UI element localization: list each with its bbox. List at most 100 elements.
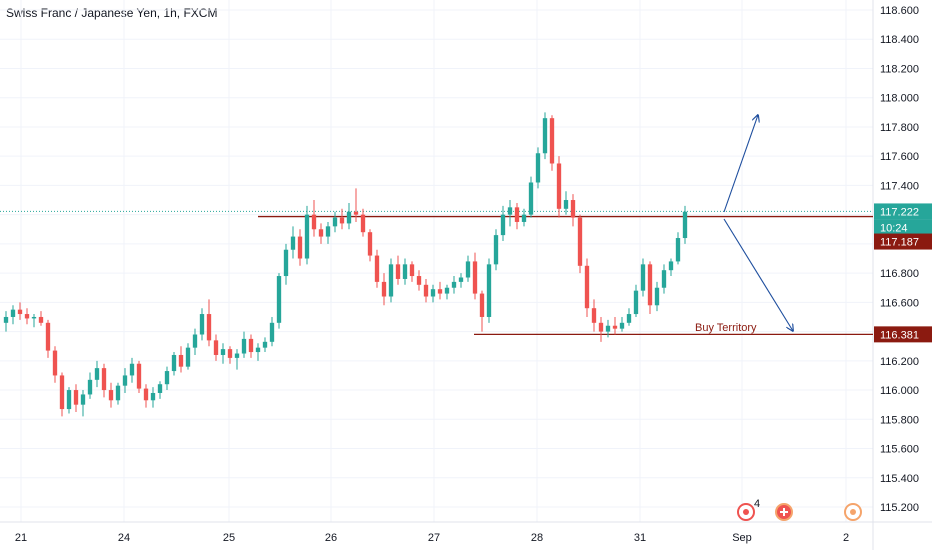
candle-body (374, 255, 380, 282)
bullish-projection-arrow[interactable] (723, 115, 758, 213)
candle-body (416, 276, 422, 285)
candle-body (570, 200, 576, 218)
candle-body (521, 214, 527, 222)
candle-body (675, 238, 681, 262)
candle-body (388, 264, 394, 297)
candle-body (542, 118, 548, 154)
candle-body (682, 211, 688, 239)
time-tick-label: 21 (15, 532, 27, 544)
candle-body (297, 236, 303, 259)
price-tick-label: 115.400 (880, 473, 919, 485)
candle-body (514, 207, 520, 222)
candle-body (339, 217, 345, 224)
candle-body (360, 214, 366, 233)
candle-body (199, 314, 205, 335)
price-tick-label: 118.600 (880, 5, 919, 17)
candle-body (507, 207, 513, 215)
price-tick-label: 115.800 (880, 414, 919, 426)
earnings-icon-dot (850, 509, 856, 515)
countdown-timer: 10:24 (880, 222, 908, 234)
time-tick-label: 31 (634, 532, 646, 544)
bearish-projection-arrow[interactable] (723, 218, 793, 331)
candle-body (430, 289, 436, 297)
candle-body (283, 249, 289, 277)
candle-body (17, 309, 23, 315)
candle-body (192, 334, 198, 348)
candle-body (591, 308, 597, 323)
price-tick-label: 115.600 (880, 444, 919, 456)
candle-body (444, 287, 450, 294)
candle-body (73, 390, 79, 405)
time-tick-label: 2 (843, 532, 849, 544)
candle-body (423, 284, 429, 297)
candle-body (528, 182, 534, 215)
candle-body (661, 270, 667, 288)
candle-body (66, 390, 72, 410)
price-tick-label: 118.200 (880, 63, 919, 75)
candle-body (318, 229, 324, 237)
candle-body (353, 211, 359, 215)
candle-body (185, 347, 191, 367)
price-tick-label: 116.800 (880, 268, 919, 280)
candle-body (437, 289, 443, 294)
candle-body (143, 388, 149, 401)
candle-body (220, 349, 226, 355)
candle-body (612, 325, 618, 329)
candle-body (346, 211, 352, 224)
candle-body (262, 341, 268, 348)
candle-body (409, 264, 415, 277)
candle-body (402, 264, 408, 279)
candle-body (87, 379, 93, 395)
candle-body (465, 261, 471, 278)
candle-body (451, 281, 457, 288)
candle-body (549, 118, 555, 164)
time-tick-label: 27 (428, 532, 440, 544)
candle-body (626, 314, 632, 323)
current-price-tag-bg (874, 203, 932, 220)
candle-body (332, 217, 338, 227)
candle-body (241, 338, 247, 354)
candle-body (556, 163, 562, 209)
buy-territory-label: Buy Territory (695, 322, 757, 334)
time-tick-label: Sep (732, 532, 752, 544)
candle-body (129, 363, 135, 376)
candle-body (458, 277, 464, 282)
candle-body (668, 261, 674, 271)
candle-body (248, 338, 254, 353)
candle-body (598, 322, 604, 332)
candle-body (304, 214, 310, 259)
resistance-price-tag: 117.187 (880, 237, 919, 249)
time-tick-label: 26 (325, 532, 337, 544)
events-icon-dot (743, 509, 749, 515)
candle-body (213, 340, 219, 355)
candle-body (486, 264, 492, 317)
candle-body (500, 214, 506, 236)
candle-body (10, 309, 16, 317)
support-price-tag-bg (874, 326, 932, 343)
candle-body (80, 394, 86, 405)
candle-body (535, 153, 541, 183)
time-tick-label: 24 (118, 532, 130, 544)
candle-body (178, 354, 184, 367)
candle-body (150, 392, 156, 401)
candle-body (563, 200, 569, 209)
candle-body (577, 217, 583, 266)
candle-body (206, 314, 212, 341)
price-tick-label: 118.400 (880, 34, 919, 46)
candle-body (276, 276, 282, 323)
price-tick-label: 118.000 (880, 93, 919, 105)
candle-body (311, 214, 317, 230)
candle-body (101, 368, 107, 391)
candle-body (59, 375, 65, 410)
price-tick-label: 117.600 (880, 151, 919, 163)
candle-body (171, 354, 177, 372)
price-tick-label: 116.200 (880, 356, 919, 368)
candle-body (115, 385, 121, 401)
candle-body (633, 290, 639, 315)
candle-body (654, 287, 660, 306)
candle-body (290, 236, 296, 250)
resistance-price-tag-bg (874, 233, 932, 250)
candle-body (164, 371, 170, 385)
candle-body (3, 316, 9, 323)
